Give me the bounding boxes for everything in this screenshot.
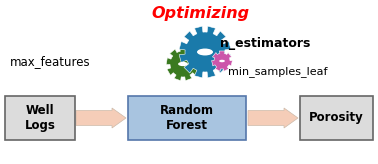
FancyArrow shape [76, 108, 126, 128]
Text: Well
Logs: Well Logs [25, 104, 56, 132]
Text: Optimizing: Optimizing [151, 6, 249, 21]
Circle shape [197, 49, 213, 55]
Text: n_estimators: n_estimators [220, 38, 310, 51]
Text: Random
Forest: Random Forest [160, 104, 214, 132]
Text: Porosity: Porosity [309, 112, 364, 124]
Polygon shape [179, 26, 231, 78]
FancyBboxPatch shape [128, 96, 246, 140]
Text: min_samples_leaf: min_samples_leaf [228, 67, 327, 77]
Circle shape [178, 62, 188, 66]
Polygon shape [166, 47, 200, 81]
FancyBboxPatch shape [5, 96, 75, 140]
FancyArrow shape [248, 108, 298, 128]
Circle shape [219, 60, 225, 62]
Polygon shape [212, 51, 232, 71]
FancyBboxPatch shape [300, 96, 373, 140]
Text: max_features: max_features [10, 55, 91, 69]
